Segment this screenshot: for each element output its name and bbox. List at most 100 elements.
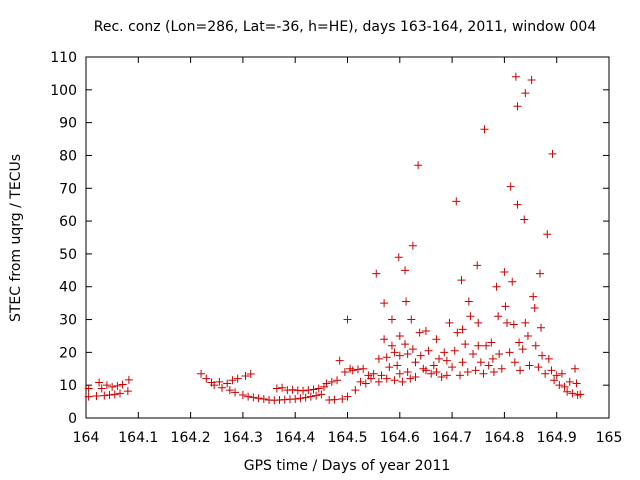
data-point: [565, 377, 574, 386]
data-point: [244, 392, 253, 401]
data-point: [511, 72, 520, 81]
data-point: [382, 353, 391, 362]
data-point: [374, 377, 383, 386]
data-point: [476, 358, 485, 367]
data-point: [330, 395, 339, 404]
data-point: [421, 327, 430, 336]
data-point: [395, 331, 404, 340]
data-point: [296, 394, 305, 403]
y-tick-label: 100: [50, 83, 77, 99]
y-tick-label: 10: [59, 378, 77, 394]
data-point: [492, 282, 501, 291]
data-point: [464, 297, 473, 306]
data-point: [92, 392, 101, 401]
x-axis-label: GPS time / Days of year 2011: [244, 458, 451, 474]
data-point: [390, 348, 399, 357]
data-point: [288, 385, 297, 394]
data-point: [527, 75, 536, 84]
data-point: [372, 269, 381, 278]
x-tick-label: 164.9: [537, 430, 577, 446]
y-tick-label: 30: [59, 313, 77, 329]
data-point: [435, 354, 444, 363]
y-tick-label: 60: [59, 214, 77, 230]
data-point: [474, 318, 483, 327]
data-point: [469, 350, 478, 359]
data-point: [572, 379, 581, 388]
data-point: [115, 389, 124, 398]
data-point: [531, 341, 540, 350]
data-point: [108, 382, 117, 391]
data-point: [377, 371, 386, 380]
data-point: [458, 358, 467, 367]
data-point: [463, 368, 472, 377]
data-point: [471, 366, 480, 375]
y-tick-label: 40: [59, 280, 77, 296]
data-point: [398, 377, 407, 386]
data-point: [510, 358, 519, 367]
data-point: [458, 325, 467, 334]
data-point: [421, 366, 430, 375]
data-point: [411, 358, 420, 367]
data-point: [480, 125, 489, 134]
data-point: [312, 391, 321, 400]
data-point: [387, 315, 396, 324]
data-point: [513, 200, 522, 209]
x-tick-label: 164.8: [484, 430, 524, 446]
data-point: [327, 377, 336, 386]
data-point: [231, 388, 240, 397]
data-point: [534, 363, 543, 372]
data-point: [484, 361, 493, 370]
data-point: [537, 323, 546, 332]
data-point: [518, 345, 527, 354]
data-point: [523, 331, 532, 340]
data-point: [543, 230, 552, 239]
data-point: [348, 366, 357, 375]
data-point: [369, 369, 378, 378]
data-point: [197, 369, 206, 378]
data-point: [501, 302, 510, 311]
data-point: [301, 393, 310, 402]
data-point: [228, 376, 237, 385]
y-tick-label: 20: [59, 345, 77, 361]
data-point: [403, 350, 412, 359]
data-point: [291, 394, 300, 403]
data-point: [343, 315, 352, 324]
data-point: [432, 335, 441, 344]
data-point: [401, 340, 410, 349]
x-tick-label: 164.7: [432, 430, 472, 446]
data-point: [95, 378, 104, 387]
data-point: [544, 354, 553, 363]
data-point: [408, 345, 417, 354]
data-point: [521, 318, 530, 327]
data-point: [547, 366, 556, 375]
data-point: [429, 361, 438, 370]
data-point: [505, 348, 514, 357]
data-point: [241, 371, 250, 380]
data-point: [508, 277, 517, 286]
data-point: [521, 89, 530, 98]
data-point: [495, 350, 504, 359]
data-point: [202, 374, 211, 383]
data-point: [440, 348, 449, 357]
data-point: [390, 376, 399, 385]
data-point: [299, 386, 308, 395]
data-point: [233, 374, 242, 383]
data-point: [340, 368, 349, 377]
data-point: [538, 351, 547, 360]
data-point: [100, 391, 109, 400]
data-point: [246, 370, 255, 379]
data-point: [217, 383, 226, 392]
data-point: [576, 390, 585, 399]
data-point: [432, 368, 441, 377]
data-point: [414, 161, 423, 170]
data-point: [448, 363, 457, 372]
data-point: [359, 364, 368, 373]
data-point: [494, 312, 503, 321]
data-point: [563, 387, 572, 396]
data-point: [333, 376, 342, 385]
data-point: [102, 381, 111, 390]
data-point: [403, 368, 412, 377]
data-point: [461, 340, 470, 349]
y-tick-label: 80: [59, 148, 77, 164]
data-point: [408, 241, 417, 250]
